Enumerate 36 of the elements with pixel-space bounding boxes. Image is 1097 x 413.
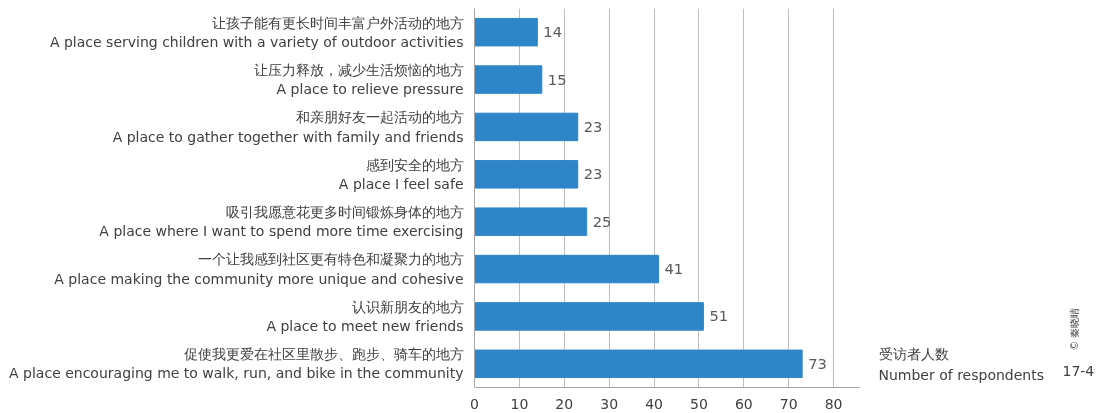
- x-tick-label: 50: [690, 395, 708, 412]
- data-label: 51: [709, 307, 729, 325]
- bar: [474, 17, 538, 47]
- bar: [474, 160, 579, 189]
- data-label: 41: [664, 260, 684, 278]
- text: © 秦晓晴: [1069, 307, 1080, 351]
- y-tick-label: 感到安全的地方 A place I feel safe: [338, 156, 464, 192]
- x-tick-label: 20: [555, 395, 574, 412]
- x-tick-label: 10: [510, 395, 529, 412]
- y-tick-label: 吸引我愿意花更多时间锻炼身体的地方 A place where I want to spend more time exercising: [99, 204, 464, 240]
- y-tick-label: 和亲朋好友一起活动的地方 A place to gather together with family and friends: [112, 109, 464, 145]
- bar: [474, 65, 543, 94]
- y-tick-label: 一个让我感到社区更有特色和凝聚力的地方 A place making the community more unique and cohesive: [54, 251, 464, 287]
- x-tick-label: 0: [470, 395, 479, 412]
- data-label: 25: [592, 212, 612, 230]
- bar: [474, 207, 588, 236]
- data-label: 14: [543, 23, 562, 41]
- data-label: 23: [583, 165, 603, 183]
- y-tick-label: 让孩子能有更长时间丰富户外活动的地方 A place serving children with a variety of outdoor activities: [49, 14, 464, 50]
- x-tick-label: 70: [779, 395, 798, 412]
- x-axis-title: 受访者人数 Number of respondents: [878, 346, 1044, 383]
- x-tick-label: 80: [824, 395, 843, 412]
- x-tick-label: 30: [600, 395, 619, 412]
- y-tick-label: 促使我更爱在社区里散步、跑步、骑车的地方 A place encouraging me to walk, run, and bike in the community: [9, 346, 464, 382]
- y-tick-label: 让压力释放，减少生活烦恼的地方 A place to relieve pressure: [253, 61, 464, 98]
- x-tick-label: 60: [734, 395, 753, 412]
- data-label: 73: [808, 354, 827, 372]
- y-tick-label: 认识新朋友的地方 A place to meet new friends: [266, 298, 464, 335]
- text: 17-4: [1062, 363, 1095, 380]
- bar: [474, 302, 704, 331]
- x-tick-label: 40: [645, 395, 663, 412]
- data-label: 23: [583, 117, 603, 135]
- data-label: 15: [547, 70, 567, 88]
- bar: [474, 112, 579, 142]
- bar: [474, 254, 660, 284]
- bar: [474, 349, 803, 379]
